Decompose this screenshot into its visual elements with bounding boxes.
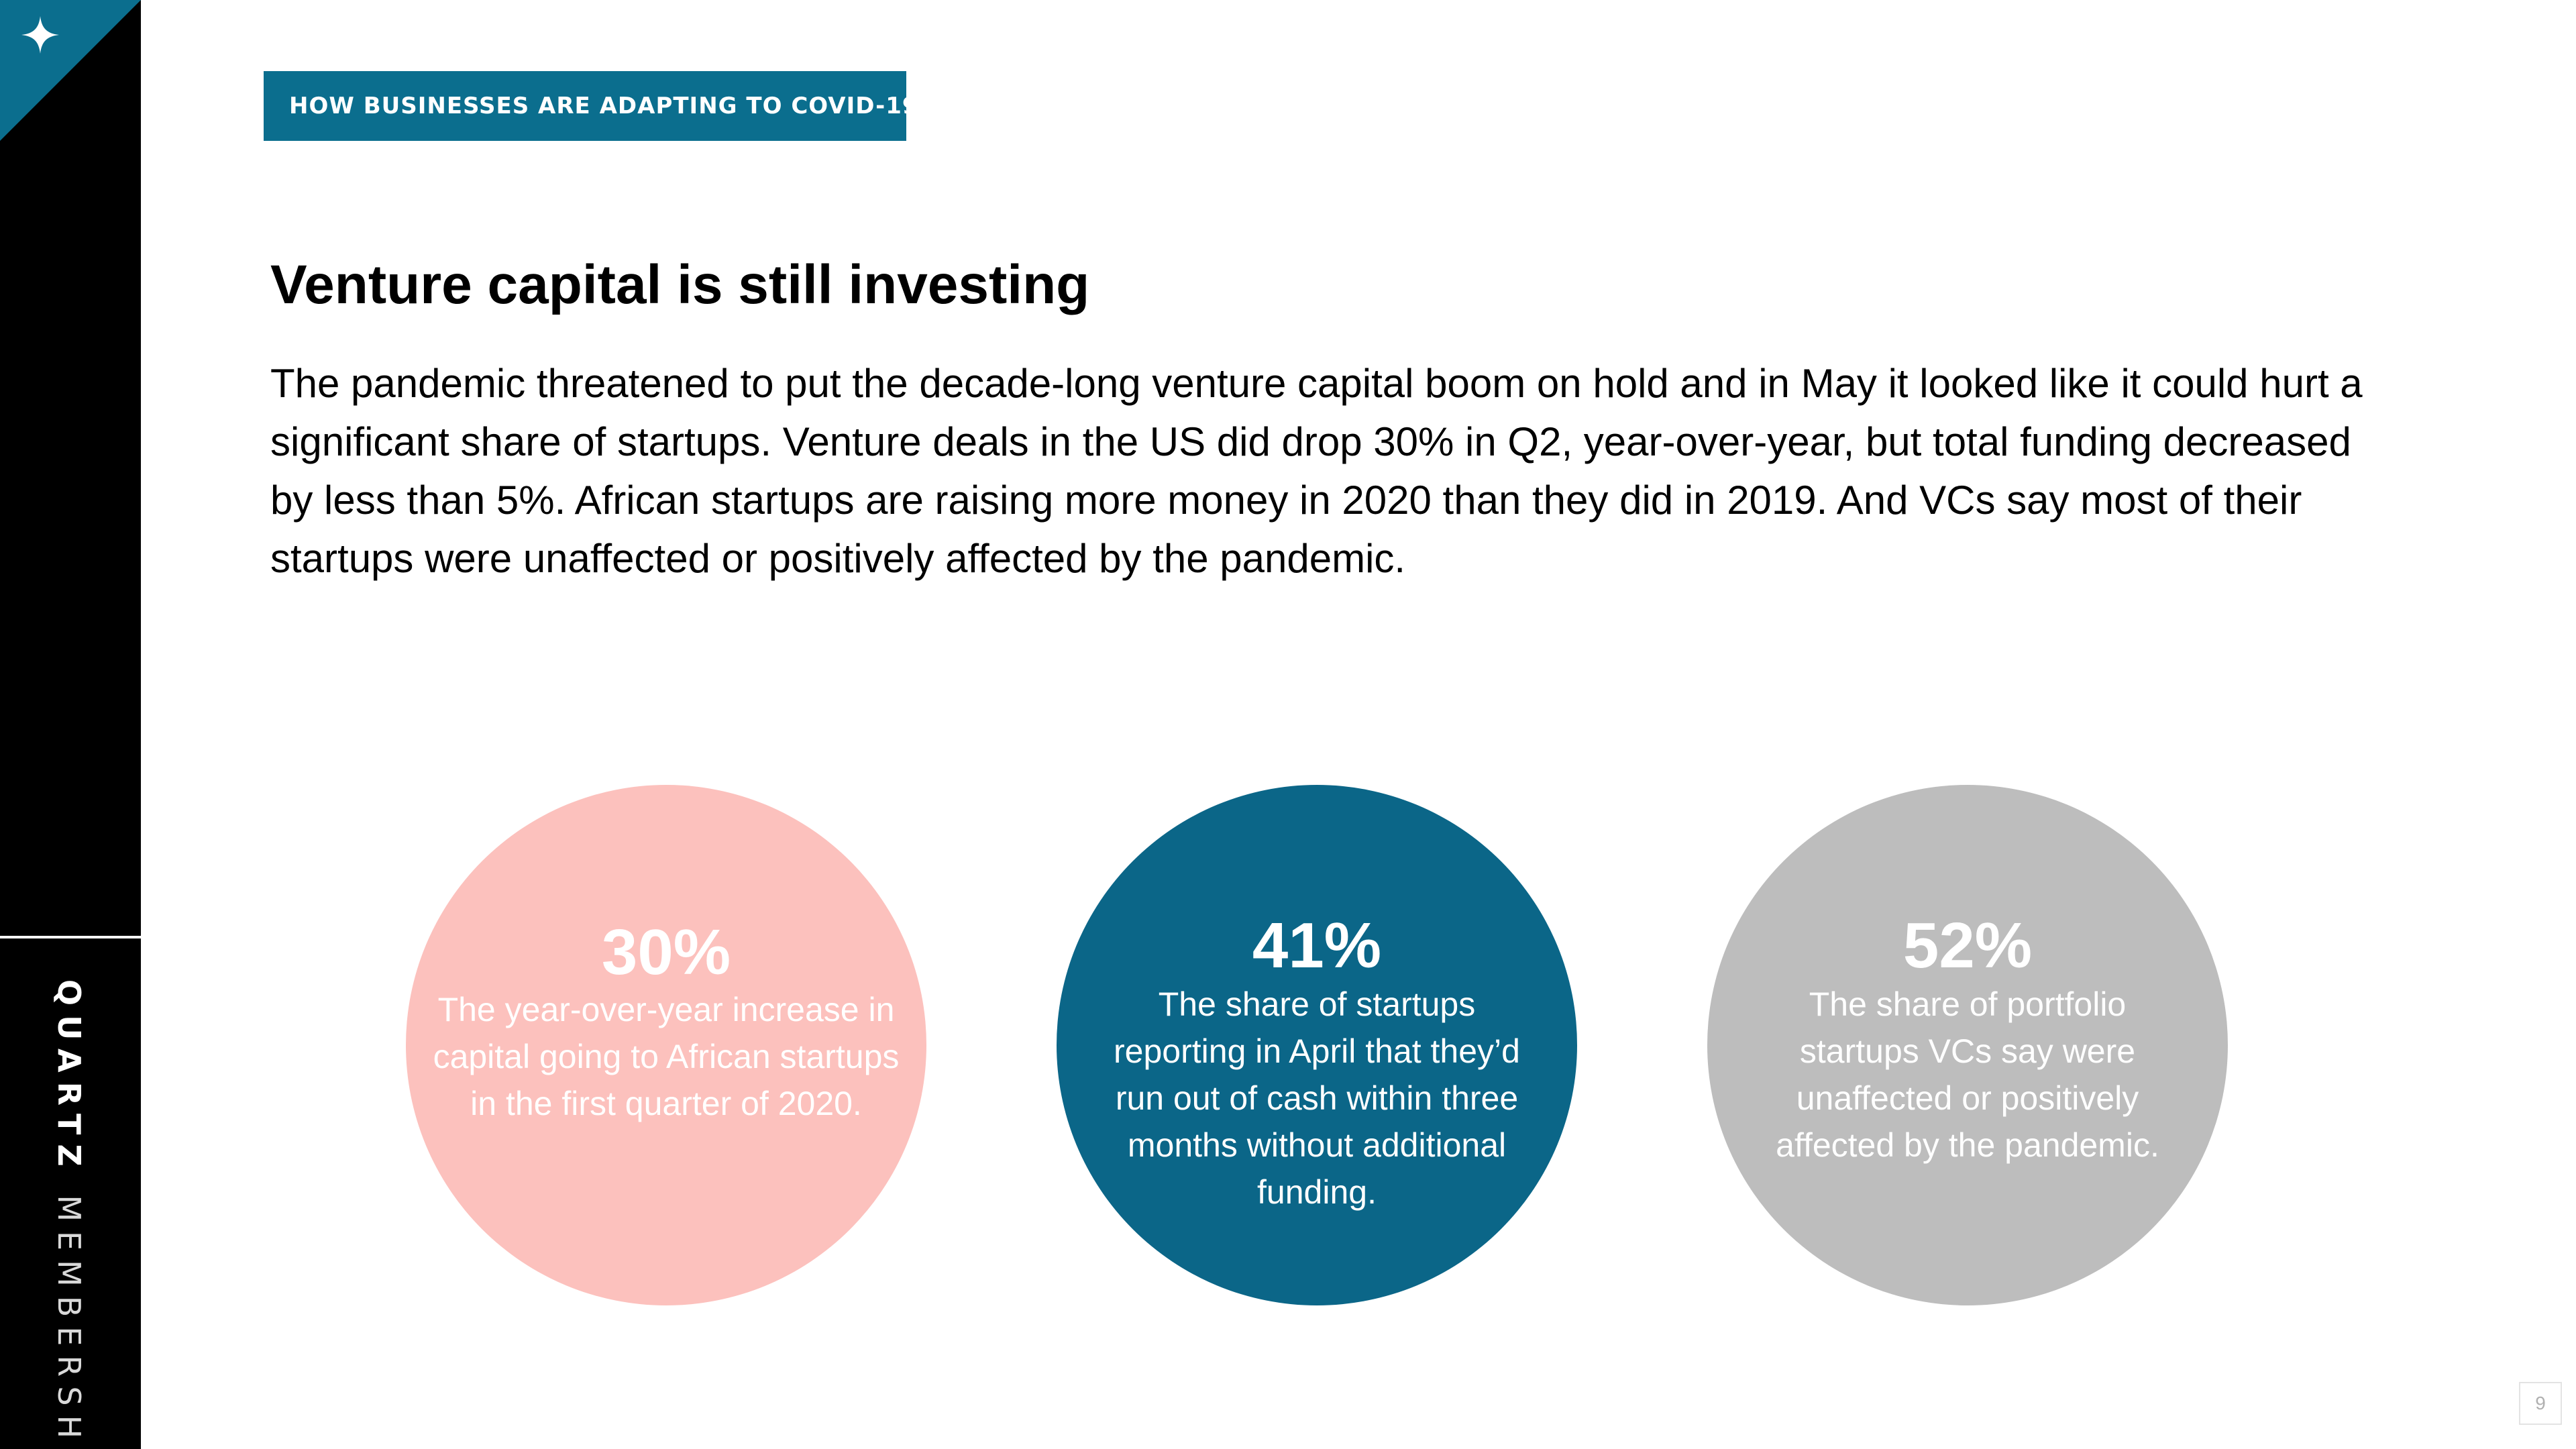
brand-wordmark: QUARTZ MEMBERSHIP — [51, 979, 87, 1449]
section-tag: HOW BUSINESSES ARE ADAPTING TO COVID-19 — [264, 71, 918, 141]
sparkle-icon — [21, 16, 59, 54]
stat-description: The share of portfolio startups VCs say … — [1776, 985, 2159, 1164]
page-number: 9 — [2519, 1382, 2562, 1425]
sidebar-divider — [0, 936, 141, 938]
sidebar: QUARTZ MEMBERSHIP — [0, 0, 141, 1449]
corner-accent — [0, 0, 141, 141]
stat-description: The year-over-year increase in capital g… — [433, 991, 900, 1122]
stat-value: 52% — [1902, 910, 2033, 981]
stat-value: 41% — [1252, 910, 1382, 981]
stat-circle-cash-runout: 41% The share of startups reporting in A… — [1057, 785, 1577, 1305]
stat-circle-african-startups: 30% The year-over-year increase in capit… — [406, 785, 926, 1305]
brand-subtitle: MEMBERSHIP — [51, 1195, 87, 1449]
body-paragraph: The pandemic threatened to put the decad… — [270, 361, 2363, 581]
stat-description: The share of startups reporting in April… — [1114, 985, 1520, 1211]
stat-value: 30% — [601, 916, 731, 988]
page-title: Venture capital is still investing — [270, 254, 1090, 315]
brand-name: QUARTZ — [51, 979, 87, 1176]
stat-circle-unaffected-startups: 52% The share of portfolio startups VCs … — [1707, 785, 2228, 1305]
